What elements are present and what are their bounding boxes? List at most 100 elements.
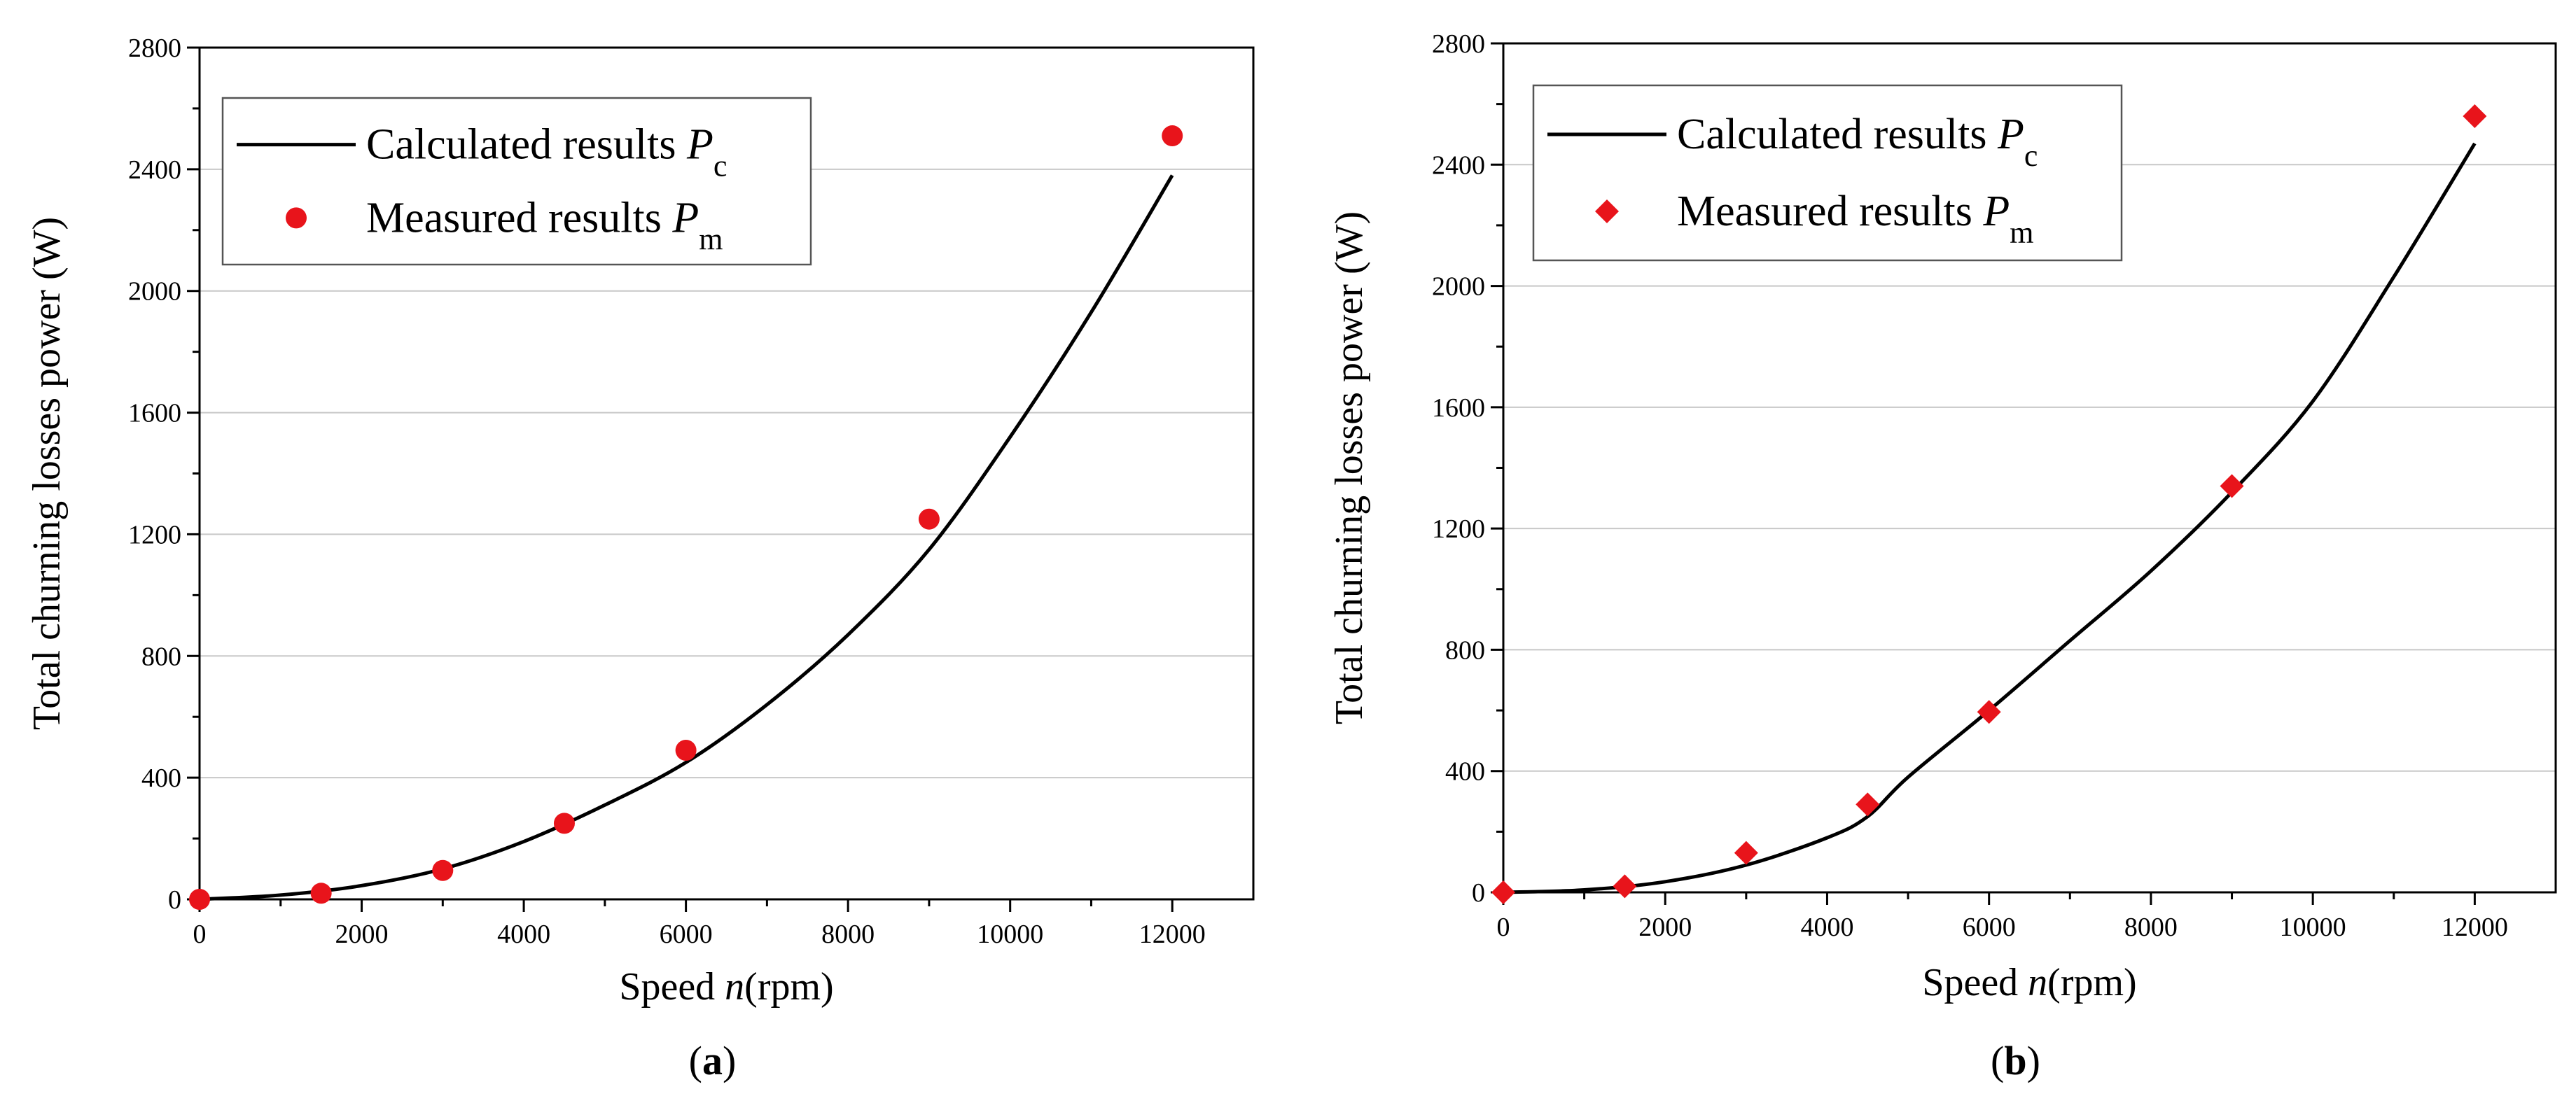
data-point [2220, 474, 2244, 498]
x-tick-label: 10000 [977, 920, 1043, 949]
legend-meas-sub: m [2010, 216, 2033, 250]
legend-marker [1595, 199, 1619, 223]
y-tick-label: 2400 [1432, 150, 1485, 180]
x-axis-title: Speed n(rpm) [1922, 961, 2136, 1004]
y-tick-label: 2800 [1432, 29, 1485, 59]
legend-calc-var: P [686, 121, 713, 169]
data-point [310, 883, 332, 904]
x-axis-title: Speed n(rpm) [619, 965, 833, 1009]
x-title-suffix: (rpm) [744, 965, 834, 1009]
data-point [1856, 792, 1880, 817]
x-title-var: n [2028, 961, 2047, 1004]
data-point [675, 740, 697, 761]
x-tick-label: 4000 [497, 920, 550, 949]
y-axis-title: Total churning losses power (W) [1328, 211, 1371, 724]
y-tick-label: 0 [168, 885, 181, 915]
x-tick-label: 0 [1497, 913, 1510, 942]
x-tick-labels: 0 2000 4000 6000 8000 10000 12000 [1497, 913, 2508, 942]
legend-meas-var: P [671, 194, 699, 241]
x-tick-label: 12000 [2442, 913, 2508, 942]
chart-panel-a: 0 2000 4000 6000 8000 10000 12000 0 400 800 1200 1… [25, 34, 1255, 1083]
data-point [553, 813, 575, 834]
y-tick-label: 400 [141, 764, 181, 793]
y-tick-label: 800 [1445, 635, 1485, 665]
legend-calc-prefix: Calculated results [366, 121, 687, 169]
x-tick-label: 10000 [2280, 913, 2346, 942]
legend-meas-var: P [1982, 188, 2010, 235]
panel-letter: a [702, 1038, 723, 1083]
y-tick-label: 2000 [1432, 272, 1485, 302]
panel-paren-open: ( [1991, 1038, 2004, 1083]
panel-paren-close: ) [723, 1038, 736, 1083]
y-tick-labels: 0 400 800 1200 1600 2000 2400 2800 [1432, 29, 1485, 908]
panel-label: (a) [689, 1038, 737, 1083]
x-tick-marks [198, 899, 1174, 912]
legend: Calculated results Pc Measured results P… [221, 97, 812, 266]
legend-calculated-label: Calculated results Pc [366, 121, 727, 183]
y-axis-title: Total churning losses power (W) [25, 217, 69, 730]
data-point [1977, 700, 2001, 724]
y-tick-marks [1491, 42, 1503, 894]
data-point [918, 508, 940, 530]
y-tick-label: 1200 [1432, 514, 1485, 544]
data-point [1734, 841, 1758, 865]
panel-label: (b) [1991, 1038, 2040, 1083]
measured-markers [1491, 104, 2487, 904]
x-tick-label: 2000 [1638, 913, 1692, 942]
legend-calc-var: P [1997, 111, 2024, 158]
x-tick-label: 4000 [1800, 913, 1853, 942]
legend-measured-label: Measured results Pm [366, 194, 723, 256]
x-tick-label: 6000 [660, 920, 713, 949]
x-title-var: n [725, 965, 744, 1009]
chart-panel-b: 0 2000 4000 6000 8000 10000 12000 0 400 800 1200 1… [1328, 29, 2557, 1083]
legend: Calculated results Pc Measured results P… [1532, 84, 2123, 262]
x-tick-label: 8000 [821, 920, 875, 949]
panel-paren-open: ( [689, 1038, 702, 1083]
legend-meas-prefix: Measured results [366, 194, 672, 241]
legend-meas-sub: m [699, 222, 723, 256]
y-tick-label: 0 [1472, 878, 1485, 908]
data-point [2463, 104, 2487, 128]
legend-calc-sub: c [713, 148, 727, 183]
legend-calculated-label: Calculated results Pc [1677, 111, 2038, 173]
y-tick-label: 2800 [128, 34, 181, 63]
y-tick-label: 1600 [1432, 393, 1485, 423]
x-title-prefix: Speed [1922, 961, 2028, 1004]
legend-marker [286, 207, 307, 229]
legend-meas-prefix: Measured results [1677, 188, 1983, 235]
x-tick-label: 6000 [1963, 913, 2016, 942]
y-tick-label: 1600 [128, 399, 181, 428]
y-tick-label: 2400 [128, 155, 181, 185]
legend-calc-prefix: Calculated results [1677, 111, 1998, 158]
calculated-curve [1503, 142, 2477, 894]
calculated-curve [199, 174, 1174, 901]
x-tick-marks [1502, 892, 2476, 905]
x-tick-label: 0 [193, 920, 207, 949]
panel-letter: b [2004, 1038, 2026, 1083]
measured-markers [189, 125, 1183, 910]
data-point [432, 859, 454, 881]
panel-paren-close: ) [2027, 1038, 2040, 1083]
y-tick-label: 2000 [128, 277, 181, 307]
data-point [1613, 874, 1637, 899]
y-tick-label: 400 [1445, 757, 1485, 787]
legend-marker-sample [1595, 199, 1619, 223]
x-tick-labels: 0 2000 4000 6000 8000 10000 12000 [193, 920, 1206, 949]
y-tick-label: 1200 [128, 520, 181, 549]
data-point [1162, 125, 1183, 147]
x-tick-label: 2000 [335, 920, 389, 949]
data-point [189, 889, 210, 910]
legend-box [221, 97, 812, 266]
legend-calc-sub: c [2024, 139, 2038, 173]
legend-box [1532, 84, 2123, 262]
x-title-prefix: Speed [619, 965, 725, 1009]
y-tick-labels: 0 400 800 1200 1600 2000 2400 2800 [128, 34, 181, 915]
x-tick-label: 8000 [2124, 913, 2178, 942]
x-title-suffix: (rpm) [2047, 961, 2137, 1004]
legend-measured-label: Measured results Pm [1677, 188, 2033, 250]
data-point [1491, 880, 1515, 904]
legend-marker-sample [286, 207, 307, 229]
y-tick-label: 800 [141, 642, 181, 671]
x-tick-label: 12000 [1139, 920, 1206, 949]
